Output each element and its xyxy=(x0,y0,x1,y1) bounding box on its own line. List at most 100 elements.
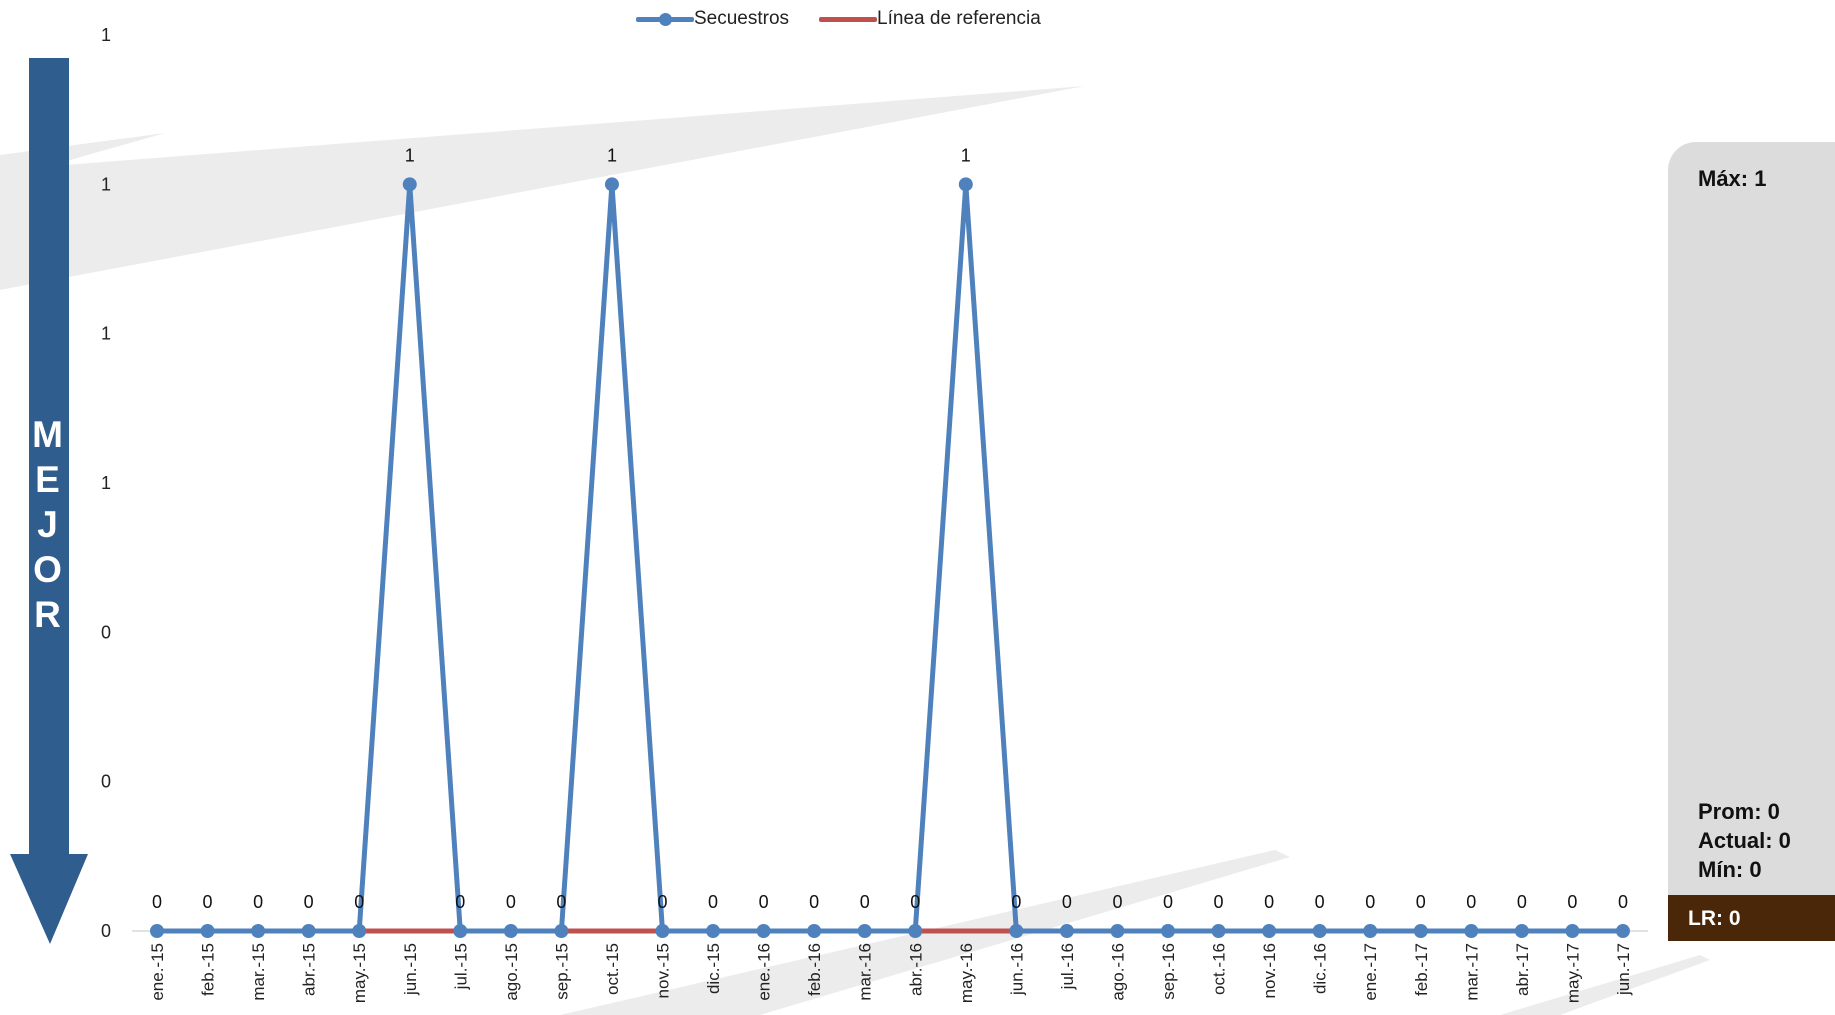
legend-item-referencia: Línea de referencia xyxy=(819,8,1041,30)
secuestros-point xyxy=(301,924,316,938)
x-tick-label: feb.-16 xyxy=(805,943,824,996)
legend-label-referencia: Línea de referencia xyxy=(877,8,1041,29)
y-tick-label: 1 xyxy=(101,324,111,344)
chart-legend: Secuestros Línea de referencia xyxy=(636,8,1041,30)
secuestros-point xyxy=(1514,924,1529,938)
x-tick-label: abr.-16 xyxy=(906,943,925,996)
x-tick-label: mar.-17 xyxy=(1462,943,1481,1001)
data-label: 0 xyxy=(506,892,516,912)
legend-item-secuestros: Secuestros xyxy=(636,8,789,30)
data-label: 0 xyxy=(455,892,465,912)
data-label: 1 xyxy=(961,145,971,165)
secuestros-point xyxy=(958,177,973,192)
data-label: 0 xyxy=(1315,892,1325,912)
x-tick-label: mar.-15 xyxy=(249,943,268,1001)
data-label: 0 xyxy=(1416,892,1426,912)
mejor-letter-3: O xyxy=(33,549,63,590)
secuestros-point xyxy=(352,924,367,938)
data-label: 0 xyxy=(304,892,314,912)
secuestros-point xyxy=(1161,924,1175,938)
x-tick-label: nov.-16 xyxy=(1260,943,1279,998)
x-tick-label: abr.-15 xyxy=(300,943,319,996)
secuestros-point xyxy=(1110,924,1125,938)
mejor-letter-2: J xyxy=(37,504,59,545)
x-tick-label: ene.-15 xyxy=(148,943,167,1001)
secuestros-point xyxy=(1262,924,1277,938)
secuestros-series xyxy=(150,177,1630,938)
data-label: 1 xyxy=(607,145,617,165)
secuestros-point xyxy=(1059,924,1074,938)
secuestros-point xyxy=(503,924,518,938)
mejor-letter-1: E xyxy=(35,459,61,500)
data-label: 0 xyxy=(1517,892,1527,912)
data-label: 0 xyxy=(152,892,162,912)
data-label: 0 xyxy=(1163,892,1173,912)
stat-max: Máx: 1 xyxy=(1698,166,1767,191)
secuestros-point xyxy=(807,924,822,938)
x-tick-label: jun.-15 xyxy=(401,943,420,996)
secuestros-point xyxy=(1211,924,1226,938)
secuestros-point xyxy=(655,924,670,938)
secuestros-line xyxy=(157,184,1623,934)
data-label: 1 xyxy=(405,145,415,165)
x-tick-label: mar.-16 xyxy=(856,943,875,1001)
legend-label-secuestros: Secuestros xyxy=(694,8,790,29)
secuestros-point xyxy=(1312,924,1327,938)
data-label: 0 xyxy=(910,892,920,912)
data-label: 0 xyxy=(1112,892,1122,912)
stat-min: Mín: 0 xyxy=(1698,857,1762,882)
mejor-down-arrow-icon xyxy=(10,58,88,944)
x-tick-label: oct.-15 xyxy=(603,943,622,995)
data-label: 0 xyxy=(809,892,819,912)
data-label: 0 xyxy=(354,892,364,912)
x-axis-ticks: ene.-15 feb.-15 mar.-15 abr.-15 may.-15 jun.-… xyxy=(148,943,1633,1003)
x-tick-label: jul.-16 xyxy=(1058,943,1077,990)
secuestros-point xyxy=(1363,924,1378,938)
x-tick-label: jul.-15 xyxy=(451,943,470,990)
x-tick-label: nov.-15 xyxy=(654,943,673,998)
stats-bottom-group: Prom: 0 Actual: 0 Mín: 0 xyxy=(1698,797,1791,884)
x-tick-label: feb.-17 xyxy=(1412,943,1431,996)
data-label: 0 xyxy=(860,892,870,912)
y-tick-label: 0 xyxy=(101,921,111,941)
x-tick-label: may.-17 xyxy=(1563,943,1582,1003)
y-tick-label: 0 xyxy=(101,772,111,792)
x-tick-label: ago.-16 xyxy=(1108,943,1127,1001)
y-tick-label: 1 xyxy=(101,473,111,493)
swoosh-bottom-2 xyxy=(1500,955,1710,1015)
mejor-letter-0: M xyxy=(32,414,64,455)
x-tick-label: oct.-16 xyxy=(1210,943,1229,995)
secuestros-point xyxy=(908,924,923,938)
secuestros-point xyxy=(251,924,266,938)
background-swooshes xyxy=(0,86,1710,1015)
secuestros-point xyxy=(150,924,164,938)
stat-avg: Prom: 0 xyxy=(1698,799,1780,824)
secuestros-point xyxy=(1009,924,1024,938)
secuestros-point xyxy=(604,177,619,192)
data-label: 0 xyxy=(203,892,213,912)
x-tick-label: jun.-17 xyxy=(1614,943,1633,996)
data-label: 0 xyxy=(1365,892,1375,912)
secuestros-point xyxy=(1413,924,1428,938)
secuestros-point xyxy=(554,924,569,938)
secuestros-point xyxy=(200,924,215,938)
secuestros-point xyxy=(857,924,872,938)
data-label: 0 xyxy=(657,892,667,912)
x-tick-label: feb.-15 xyxy=(199,943,218,996)
swoosh-top-1 xyxy=(0,86,1085,290)
data-label: 0 xyxy=(253,892,263,912)
lr-badge: LR: 0 xyxy=(1668,895,1835,941)
secuestros-point xyxy=(453,924,468,938)
legend-swatch-secuestros xyxy=(636,9,694,29)
stat-lr: LR: 0 xyxy=(1688,907,1741,930)
x-tick-label: may.-15 xyxy=(350,943,369,1003)
x-tick-label: dic.-15 xyxy=(704,943,723,994)
data-label: 0 xyxy=(556,892,566,912)
secuestros-point xyxy=(1615,924,1630,938)
x-tick-label: dic.-16 xyxy=(1311,943,1330,994)
data-label: 0 xyxy=(1264,892,1274,912)
legend-swatch-referencia xyxy=(819,9,878,29)
x-tick-label: sep.-16 xyxy=(1159,943,1178,1000)
